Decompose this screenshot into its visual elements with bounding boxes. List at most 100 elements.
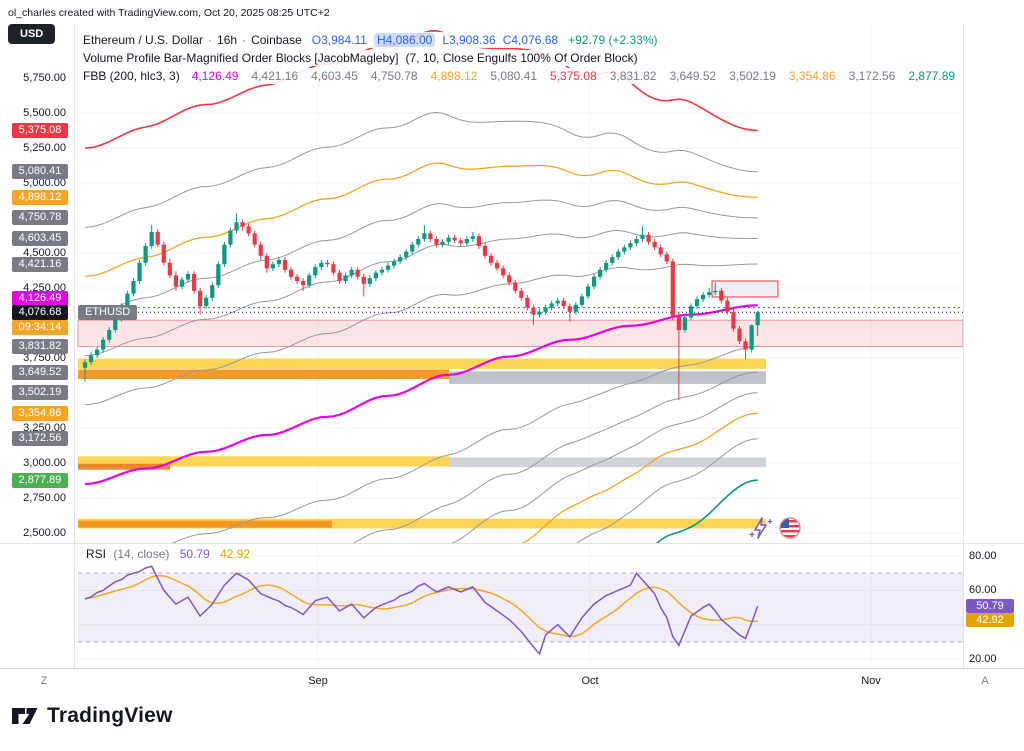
us-flag-icon[interactable] (777, 515, 803, 541)
time-axis-label-a: A (981, 675, 989, 687)
bar-countdown-badge: 09:34:14 (12, 319, 68, 335)
fbb-band-upper-0.5 (84, 199, 758, 317)
fbb-value: 3,831.82 (609, 69, 657, 83)
fbb-basis-line (84, 304, 758, 486)
yellow-band-3 (78, 518, 766, 529)
symbol-title: Ethereum / U.S. Dollar (83, 33, 204, 47)
price-level-badge: 3,649.52 (12, 364, 68, 380)
fbb-band-lower-0.382 (352, 371, 758, 543)
rsi-tick: 80.00 (969, 550, 997, 562)
fbb-legend-row[interactable]: FBB (200, hlc3, 3) 4,126.49 4,421.16 4,603… (78, 68, 961, 84)
price-level-badge: 5,080.41 (12, 164, 68, 180)
creator-note: ol_charles created with TradingView.com,… (8, 7, 330, 19)
orange-band-3 (78, 520, 332, 528)
price-tick: 2,750.00 (23, 492, 66, 504)
price-tick: 5,250.00 (23, 142, 66, 154)
price-tick: 3,250.00 (23, 422, 66, 434)
supply-box (711, 280, 779, 298)
price-level-badge: 4,750.78 (12, 210, 68, 226)
yellow-band-2 (78, 456, 449, 467)
fbb-values: 4,126.49 4,421.16 4,603.45 4,750.78 4,898.12… (192, 69, 955, 83)
currency-toggle-button[interactable]: USD (8, 24, 56, 44)
price-tick: 5,750.00 (23, 72, 66, 84)
fbb-band-upper-0.618 (84, 162, 758, 278)
fbb-band-lower-0.764 (575, 438, 758, 543)
price-chart-canvas[interactable] (0, 0, 1024, 700)
rsi-scale-axis[interactable]: 80.00 60.00 20.00 50.79 42.92 (960, 540, 1024, 670)
legend-separator: · (208, 33, 213, 47)
lightning-icon[interactable] (748, 515, 774, 541)
fbb-band-lower-0.236 (171, 346, 758, 543)
legend-separator: · (242, 33, 247, 47)
ohlc-l: L3,908.36 (442, 33, 496, 47)
tradingview-glyph (12, 708, 38, 724)
price-level-badge: 3,502.19 (12, 385, 68, 401)
fbb-value: 2,877.89 (908, 69, 956, 83)
price-tick: 5,000.00 (23, 177, 66, 189)
fbb-band-upper-0.764 (84, 111, 758, 228)
yellow-band-1 (78, 358, 766, 369)
resistance-zone (77, 319, 964, 348)
fbb-band-upper-0.236 (84, 263, 758, 406)
exchange-label: Coinbase (251, 33, 302, 47)
fbb-value: 4,750.78 (370, 69, 418, 83)
ohlc-c: C4,076.68 (502, 33, 559, 47)
rsi-value-badge: 50.79 (966, 599, 1014, 614)
symbol-legend-row[interactable]: Ethereum / U.S. Dollar · 16h · Coinbase … (78, 32, 663, 48)
time-axis[interactable]: Z Sep Oct Nov A (0, 668, 1024, 696)
rsi-tick: 20.00 (969, 653, 997, 665)
fbb-value: 3,354.86 (788, 69, 836, 83)
price-tick: 5,500.00 (23, 107, 66, 119)
rsi-ma-value: 42.92 (220, 547, 251, 561)
order-block-zones (77, 280, 964, 529)
ohlc-h: H4,086.00 (373, 33, 436, 47)
fbb-band-lower-0.618 (521, 412, 758, 543)
price-tick: 2,500.00 (23, 527, 66, 539)
fbb-value: 4,603.45 (311, 69, 358, 83)
gray-band-1 (449, 371, 766, 384)
rsi-value-badge: 42.92 (966, 612, 1014, 627)
tradingview-logo[interactable]: TradingView (10, 702, 173, 730)
fbb-value: 3,172.56 (848, 69, 896, 83)
indicator-params: (7, 10, Close Engulfs 100% Of Order Bloc… (405, 51, 638, 65)
fbb-value: 4,421.16 (251, 69, 299, 83)
change-value: +92.79 (+2.33%) (568, 33, 658, 47)
orange-strip-2 (78, 463, 170, 470)
price-level-badge: 4,898.12 (12, 189, 68, 205)
brand-wordmark: TradingView (47, 704, 173, 727)
price-scale-axis[interactable]: 5,750.00 5,500.00 5,250.00 5,000.00 4,500.00… (0, 0, 74, 668)
fbb-title: FBB (200, hlc3, 3) (83, 69, 180, 83)
rsi-params: (14, close) (113, 547, 170, 561)
interval-label: 16h (217, 33, 238, 47)
price-tick: 3,750.00 (23, 352, 66, 364)
ohlc-o: O3,984.11 (311, 33, 367, 47)
fbb-band-upper-0.382 (84, 229, 758, 357)
rsi-plot[interactable] (78, 565, 963, 656)
price-level-badge: 2,877.89 (12, 472, 68, 488)
current-price-badge: 4,076.68 (12, 304, 68, 320)
fbb-value: 5,375.08 (550, 69, 597, 83)
gray-band-2 (449, 457, 766, 468)
rsi-value: 50.79 (179, 547, 210, 561)
price-level-badge: 3,172.56 (12, 431, 68, 447)
price-level-badge: 3,831.82 (12, 339, 68, 355)
fbb-value: 3,502.19 (729, 69, 776, 83)
fbb-band-upper-1 (84, 29, 758, 149)
time-axis-label-oct: Oct (581, 675, 599, 687)
rsi-ma-line (84, 574, 758, 638)
indicator-title: Volume Profile Bar-Magnified Order Block… (83, 51, 399, 65)
price-level-badge: 5,375.08 (12, 122, 68, 138)
pane-separators (0, 24, 1024, 669)
price-tick: 3,000.00 (23, 457, 66, 469)
indicator-legend-row[interactable]: Volume Profile Bar-Magnified Order Block… (78, 50, 643, 66)
fbb-value: 4,126.49 (191, 69, 239, 83)
fbb-band-lower-0.5 (451, 392, 758, 543)
time-axis-label-z: Z (40, 675, 48, 687)
candlestick-series[interactable] (82, 213, 760, 400)
price-level-badge: 4,421.16 (12, 256, 68, 272)
rsi-legend-row[interactable]: RSI (14, close) 50.79 42.92 (82, 546, 255, 562)
fbb-value: 4,898.12 (430, 69, 478, 83)
price-level-badge: 3,354.86 (12, 405, 68, 421)
time-axis-label-nov: Nov (861, 675, 881, 687)
